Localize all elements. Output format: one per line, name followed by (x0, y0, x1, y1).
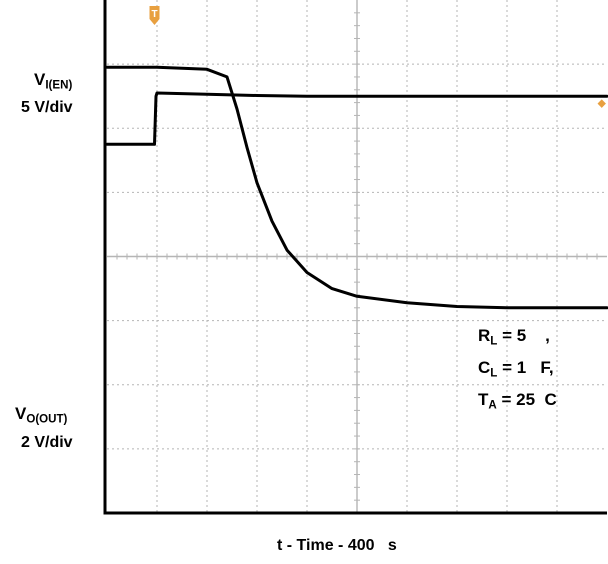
annotation-subscript: A (488, 399, 497, 412)
annotation-load-capacitance: CL = 1 F, (478, 359, 554, 380)
channel-1-subscript: I(EN) (45, 79, 73, 92)
annotation-symbol: R (478, 326, 491, 345)
annotation-value: = 5 , (497, 326, 550, 345)
trace-channel-2 (105, 65, 608, 310)
channel-2-symbol: V (15, 404, 27, 423)
channel-1-label: VI(EN) (34, 71, 72, 92)
trace-channel-1 (105, 91, 608, 146)
grid (107, 0, 607, 513)
trigger-marker-label: T (151, 9, 157, 20)
annotation-load-resistance: RL = 5 , (478, 327, 550, 348)
annotation-value: = 25 C (496, 390, 557, 409)
annotation-subscript: L (490, 335, 498, 348)
trigger-marker-icon (149, 6, 160, 25)
markers: T◆ (149, 6, 607, 110)
channel-2-scale: 2 V/div (21, 434, 73, 451)
annotation-symbol: T (478, 390, 489, 409)
traces (105, 65, 608, 310)
annotation-ambient-temperature: TA = 25 C (478, 391, 557, 412)
channel-2-subscript: O(OUT) (26, 413, 68, 426)
plot-frame (103, 0, 607, 515)
channel-1-scale: 5 V/div (21, 99, 73, 116)
annotation-subscript: L (490, 367, 498, 380)
channel-level-marker-icon: ◆ (598, 97, 607, 110)
x-axis-label: t - Time - 400 s (277, 537, 397, 554)
channel-1-symbol: V (34, 70, 46, 89)
annotation-symbol: C (478, 358, 491, 377)
channel-2-label: VO(OUT) (15, 405, 67, 426)
annotation-value: = 1 F, (497, 358, 554, 377)
